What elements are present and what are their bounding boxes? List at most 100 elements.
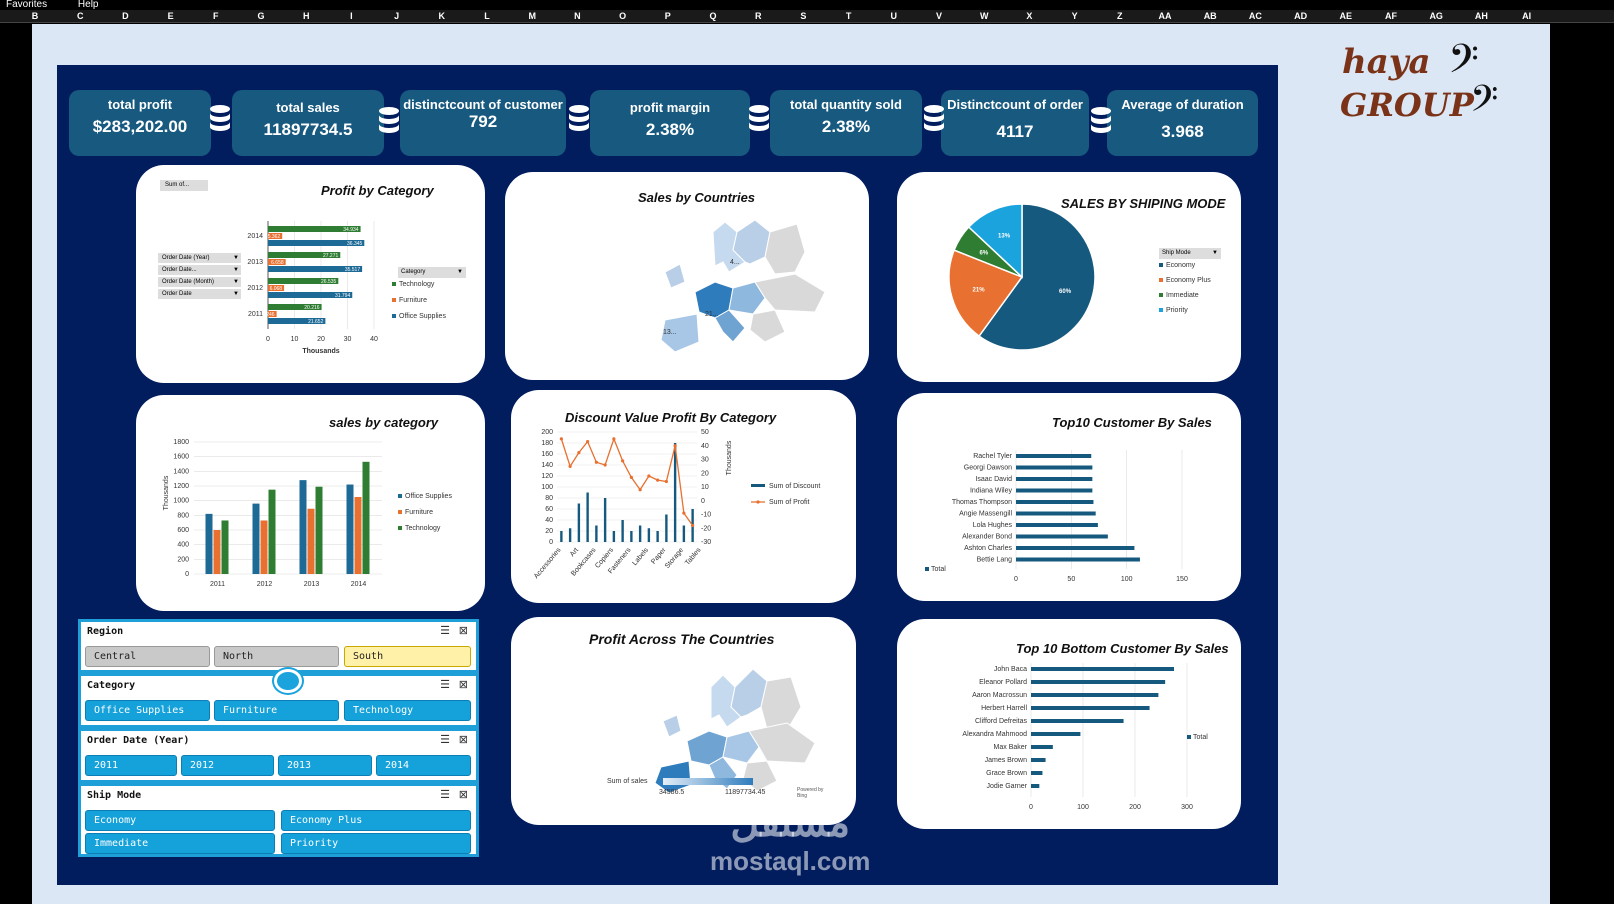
column-header[interactable]: B — [31, 11, 39, 21]
column-header[interactable]: Z — [1117, 11, 1123, 21]
clear-filter-icon[interactable]: ⊠ — [458, 734, 468, 746]
slicer-item-north[interactable]: North — [214, 646, 339, 667]
map-legend: Sum of sales 34586.5 11897734.45 Powered… — [607, 777, 827, 817]
column-header[interactable]: AF — [1385, 11, 1397, 21]
bar-value-label: 5.362 — [268, 234, 281, 240]
slicer-title: Ship Mode — [87, 790, 142, 801]
column-header[interactable]: M — [528, 11, 536, 21]
bar — [268, 304, 322, 310]
kpi-label: total sales — [276, 100, 340, 115]
menu-bar: Favorites Help — [0, 0, 1614, 10]
window-edge — [1550, 24, 1614, 904]
slicer-item-technology[interactable]: Technology — [344, 700, 471, 721]
column-header[interactable]: AD — [1294, 11, 1308, 21]
slicer-item-economy-plus[interactable]: Economy Plus — [281, 810, 471, 831]
slicer-item-2011[interactable]: 2011 — [85, 755, 177, 776]
card-sales-by-countries[interactable]: Sales by Countries 4... 21... 13... — [505, 172, 869, 380]
value-field-button[interactable]: Sum of... — [160, 180, 208, 191]
chart-discount-profit: 0 20 40 60 80 100 120 140 160 180 200 -30 -20 -10 0 10 2… — [533, 429, 820, 580]
bar-value-label: 21.652 — [308, 319, 324, 325]
column-header[interactable]: X — [1026, 11, 1033, 21]
x-tick-label: Tables — [684, 546, 703, 566]
column-header[interactable]: N — [574, 11, 581, 21]
card-sales-by-shipping-mode[interactable]: SALES BY SHIPING MODE 60% Economy 21% Econo… — [897, 172, 1241, 382]
slicer-item-immediate[interactable]: Immediate — [85, 833, 275, 854]
x-tick-label: 10 — [291, 336, 299, 343]
bar — [1016, 454, 1092, 458]
column-header[interactable]: F — [213, 11, 219, 21]
card-profit-across-countries[interactable]: Profit Across The Countries Sum of sales… — [511, 617, 856, 825]
column-header[interactable]: C — [76, 11, 84, 21]
pivot-filter-button[interactable]: Order Date (Year) ▼ — [158, 253, 241, 263]
column-header[interactable]: AC — [1248, 11, 1262, 21]
column-header[interactable]: Q — [709, 11, 717, 21]
column-header[interactable]: J — [394, 11, 400, 21]
slicer-item-south[interactable]: South — [344, 646, 471, 667]
slicer-item-priority[interactable]: Priority — [281, 833, 471, 854]
column-header[interactable]: K — [438, 11, 446, 21]
legend-filter-button[interactable]: Category ▼ — [398, 267, 466, 278]
slicer-item-central[interactable]: Central — [85, 646, 210, 667]
x-tick-label: 2012 — [257, 581, 273, 588]
slicer-item-furniture[interactable]: Furniture — [214, 700, 339, 721]
clear-filter-icon[interactable]: ⊠ — [458, 679, 468, 691]
column-header[interactable]: O — [619, 11, 627, 21]
kpi-total-profit: total profit $283,202.00 — [69, 90, 211, 156]
kpi-value: 792 — [468, 112, 498, 131]
card-top10-customers[interactable]: Top10 Customer By Sales 0 50 100 150 Rachel … — [897, 393, 1241, 601]
card-profit-by-category[interactable]: Profit by Category Sum of... Order Date … — [136, 165, 485, 383]
column-header[interactable]: AH — [1474, 11, 1488, 21]
card-discount-profit[interactable]: Discount Value Profit By Category 0 20 40 6… — [511, 390, 856, 603]
legend-marker — [756, 500, 760, 504]
column-header[interactable]: R — [754, 11, 762, 21]
column-header[interactable]: P — [664, 11, 671, 21]
menu-favorites[interactable]: Favorites — [6, 0, 48, 10]
bar-value-label: 34.934 — [343, 227, 359, 233]
menu-help[interactable]: Help — [77, 0, 99, 10]
multi-select-icon[interactable]: ☰ — [440, 734, 450, 746]
column-header[interactable]: I — [350, 11, 353, 21]
bar-value-label: 31.794 — [335, 293, 351, 299]
column-header[interactable]: AA — [1158, 11, 1172, 21]
slicer-item-office-supplies[interactable]: Office Supplies — [85, 700, 210, 721]
column-header[interactable]: L — [484, 11, 490, 21]
column-header[interactable]: G — [257, 11, 265, 21]
card-title: Top 10 Bottom Customer By Sales — [1016, 641, 1229, 656]
legend-filter-button[interactable]: Ship Mode ▼ — [1159, 248, 1221, 259]
column-header[interactable]: AE — [1339, 11, 1353, 21]
column-header[interactable]: Y — [1071, 11, 1078, 21]
column-header[interactable]: W — [979, 11, 989, 21]
y-tick-label: Bettie Lang — [977, 557, 1013, 564]
column-header[interactable]: T — [845, 11, 852, 21]
column-header[interactable]: AB — [1203, 11, 1217, 21]
column-header[interactable]: E — [167, 11, 174, 21]
x-tick-label: 0 — [1014, 576, 1018, 583]
multi-select-icon[interactable]: ☰ — [440, 789, 450, 801]
multi-select-icon[interactable]: ☰ — [440, 625, 450, 637]
clear-filter-icon[interactable]: ⊠ — [458, 625, 468, 637]
legend-swatch — [1159, 263, 1163, 267]
pivot-filter-button[interactable]: Order Date (Month) ▼ — [158, 277, 241, 287]
column-header[interactable]: AG — [1429, 11, 1443, 21]
slicer-item-economy[interactable]: Economy — [85, 810, 275, 831]
pivot-filter-button[interactable]: Order Date... ▼ — [158, 265, 241, 275]
column-header[interactable]: H — [302, 11, 310, 21]
slicer-item-2012[interactable]: 2012 — [181, 755, 274, 776]
multi-select-icon[interactable]: ☰ — [440, 679, 450, 691]
pie-data-label: 6% — [979, 251, 988, 257]
slicer-item-2013[interactable]: 2013 — [278, 755, 372, 776]
column-header[interactable]: U — [890, 11, 898, 21]
column-header[interactable]: V — [935, 11, 942, 21]
card-sales-by-category[interactable]: sales by category 0 200 400 600 800 1000 1200 1… — [136, 395, 485, 611]
column-header[interactable]: S — [800, 11, 807, 21]
map-europe-profit — [654, 668, 816, 794]
pivot-filter-button[interactable]: Order Date ▼ — [158, 289, 241, 299]
card-bottom10-customers[interactable]: Top 10 Bottom Customer By Sales 0 100 200 3… — [897, 619, 1241, 829]
x-tick-label: Storage — [664, 547, 685, 570]
column-header[interactable]: D — [122, 11, 129, 21]
column-header[interactable]: AI — [1522, 11, 1532, 21]
clear-filter-icon[interactable]: ⊠ — [458, 789, 468, 801]
slicer-item-2014[interactable]: 2014 — [376, 755, 471, 776]
chart-sales-by-category: 0 200 400 600 800 1000 1200 1400 1600 1800 Thousan… — [163, 439, 452, 588]
bar — [1016, 557, 1140, 562]
